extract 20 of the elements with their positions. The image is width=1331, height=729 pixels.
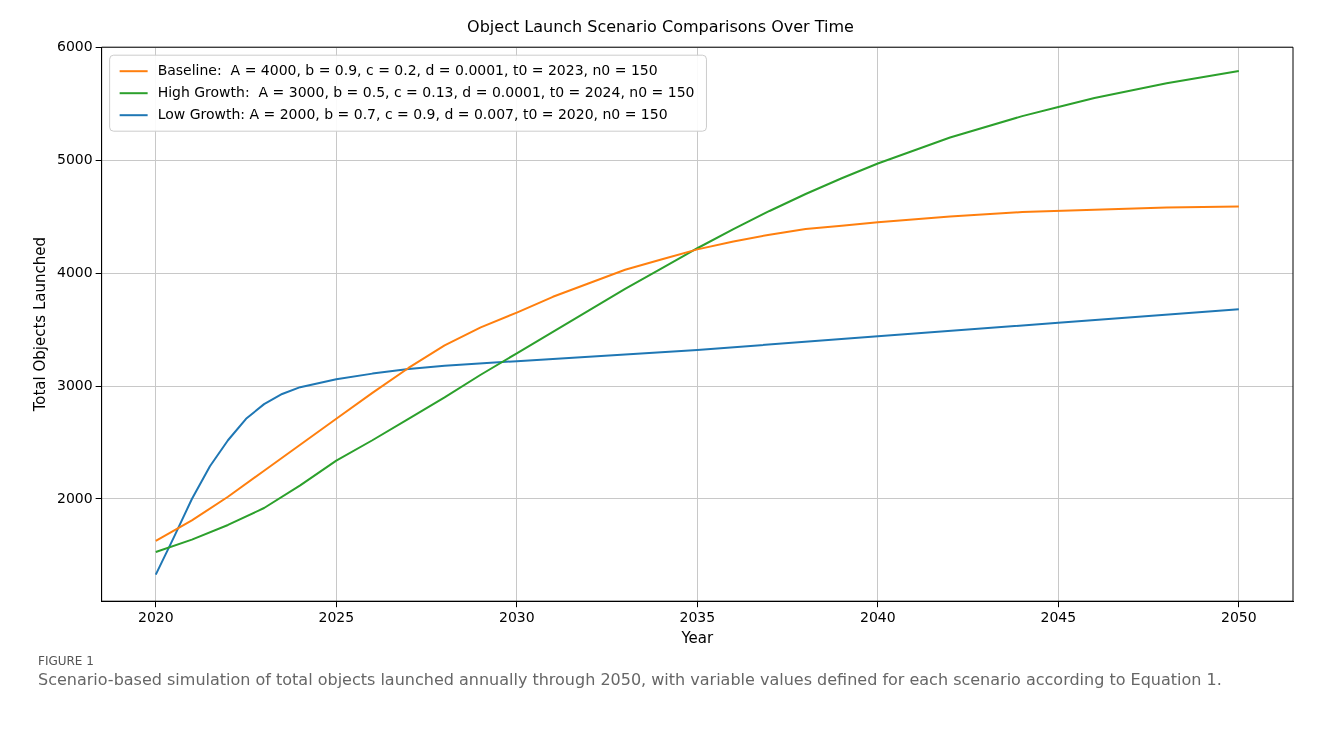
y-tick-label: 2000 bbox=[56, 489, 93, 506]
x-tick-label: 2050 bbox=[1221, 609, 1257, 626]
legend-label: Baseline: A = 4000, b = 0.9, c = 0.2, d = 0.0001, t0 = 2023, n0 = 150 bbox=[157, 61, 658, 78]
chart-title: Object Launch Scenario Comparisons Over Time bbox=[467, 16, 854, 36]
y-tick-label: 4000 bbox=[56, 263, 93, 280]
x-tick-label: 2035 bbox=[679, 609, 716, 626]
legend-label: High Growth: A = 3000, b = 0.5, c = 0.13, d = 0.0001, t0 = 2024, n0 = 150 bbox=[157, 83, 695, 100]
y-tick-label: 3000 bbox=[56, 376, 93, 393]
x-tick-label: 2040 bbox=[860, 609, 896, 626]
y-tick-label: 5000 bbox=[56, 150, 93, 167]
legend-label: Low Growth: A = 2000, b = 0.7, c = 0.9, d = 0.007, t0 = 2020, n0 = 150 bbox=[157, 105, 668, 122]
x-tick-label: 2045 bbox=[1040, 609, 1077, 626]
x-tick-label: 2025 bbox=[318, 609, 355, 626]
x-axis-title: Year bbox=[680, 628, 715, 647]
caption: FIGURE 1 bbox=[38, 654, 95, 668]
y-axis-title: Total Objects Launched bbox=[30, 237, 49, 413]
text: Scenario-based simulation of total objects launched annually through 2050, with variable values defined for each scenario according to Equation 1. bbox=[38, 670, 1223, 689]
x-tick-label: 2020 bbox=[137, 609, 174, 626]
x-tick-label: 2030 bbox=[498, 609, 535, 626]
y-tick-label: 6000 bbox=[56, 37, 93, 54]
